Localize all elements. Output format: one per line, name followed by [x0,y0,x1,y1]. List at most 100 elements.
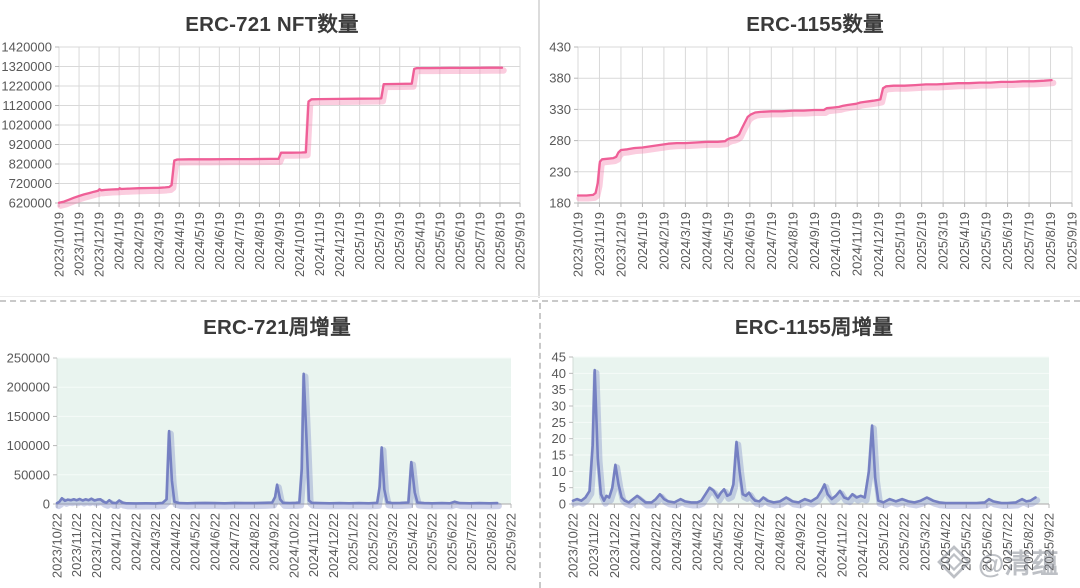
x-tick-label: 2025/7/22 [1000,513,1015,571]
x-tick-label: 2025/3/19 [392,212,407,270]
x-tick-label: 2024/7/22 [752,513,767,571]
x-tick-label: 2024/4/19 [699,212,714,270]
series-line [576,78,1053,197]
x-tick-label: 2024/1/22 [109,513,124,571]
x-tick-label: 2024/5/22 [188,513,203,571]
y-tick-label: 920000 [9,137,52,152]
x-tick-label: 2024/7/19 [764,212,779,270]
x-tick-label: 2025/9/19 [513,212,528,270]
x-tick-label: 2025/2/19 [372,212,387,270]
x-tick-label: 2023/11/22 [586,513,601,577]
y-tick-label: 30 [552,399,566,414]
x-tick-label: 2025/9/22 [504,513,519,571]
x-tick-label: 2025/2/22 [365,513,380,571]
x-tick-label: 2023/10/22 [566,513,581,578]
x-tick-label: 2025/3/22 [917,513,932,571]
x-tick-label: 2025/4/19 [412,212,427,270]
x-tick-label: 2025/8/22 [484,513,499,571]
chart-title-erc1155-total: ERC-1155数量 [746,13,884,36]
y-tick-label: 15 [552,448,566,463]
y-tick-label: 1320000 [1,59,52,74]
x-tick-label: 2024/11/19 [850,212,865,276]
chart-erc721_total: 620000 720000 820000 920000 1020000 1120000 12… [1,40,527,278]
x-tick-label: 2024/9/19 [807,212,822,270]
x-tick-label: 2024/12/19 [871,212,886,277]
x-tick-label: 2024/2/19 [656,212,671,270]
chart-title-erc1155-weekly: ERC-1155周增量 [734,316,894,339]
x-tick-label: 2025/3/19 [936,212,951,270]
x-tick-label: 2025/9/19 [1065,212,1080,270]
y-tick-label: 180 [549,196,571,211]
x-tick-label: 2025/6/19 [452,212,467,270]
x-tick-label: 2024/10/22 [814,513,829,578]
y-tick-label: 25 [552,415,566,430]
x-tick-label: 2025/6/22 [444,513,459,571]
x-tick-label: 2023/12/22 [607,513,622,578]
y-tick-label: 1420000 [1,40,52,55]
x-tick-label: 2025/5/22 [425,513,440,571]
x-tick-label: 2024/5/19 [192,212,207,270]
x-tick-label: 2024/10/22 [286,513,301,578]
x-tick-label: 2024/4/22 [168,513,183,571]
x-tick-label: 2023/11/19 [592,212,607,276]
x-tick-label: 2025/2/22 [897,513,912,571]
x-tick-label: 2023/10/19 [571,212,586,277]
plot-area [578,47,1072,203]
x-tick-label: 2024/10/19 [292,212,307,277]
x-tick-label: 2025/2/19 [914,212,929,270]
y-tick-label: 5 [559,480,566,495]
x-tick-label: 2025/6/19 [1000,212,1015,270]
x-tick-label: 2025/8/19 [1043,212,1058,270]
x-tick-label: 2024/3/19 [152,212,167,270]
x-tick-label: 2024/3/19 [678,212,693,270]
x-tick-label: 2024/9/22 [267,513,282,571]
x-tick-label: 2024/4/22 [690,513,705,571]
x-tick-label: 2025/1/19 [893,212,908,270]
y-tick-label: 0 [559,497,566,512]
y-tick-label: 1220000 [1,79,52,94]
x-tick-label: 2024/9/22 [793,513,808,571]
x-tick-label: 2024/2/22 [128,513,143,571]
x-tick-label: 2024/7/22 [227,513,242,571]
x-tick-label: 2024/1/19 [112,212,127,270]
x-tick-label: 2025/4/22 [938,513,953,571]
divider-horizontal-dashed [0,300,1080,302]
divider-vertical-bottom [539,303,541,588]
divider-horizontal-hairline [0,296,1080,297]
x-tick-label: 2024/12/19 [332,212,347,277]
x-tick-label: 2025/1/22 [346,513,361,571]
x-tick-label: 2024/8/19 [252,212,267,270]
x-tick-label: 2024/3/22 [148,513,163,571]
x-tick-label: 2025/7/19 [1022,212,1037,270]
y-tick-label: 0 [43,497,50,512]
chart-erc1155_total: 180 230 280 330 380 430 2023/10/19 2023/11/19 20… [549,40,1079,278]
x-tick-label: 2025/8/22 [1021,513,1036,571]
x-tick-label: 2024/2/22 [648,513,663,571]
y-tick-label: 720000 [9,176,52,191]
y-tick-label: 330 [549,102,571,117]
x-tick-label: 2025/4/22 [405,513,420,571]
divider-vertical-top [538,0,540,298]
x-tick-label: 2024/8/19 [785,212,800,270]
x-tick-label: 2025/1/19 [352,212,367,270]
x-tick-label: 2023/11/22 [69,513,84,577]
x-tick-label: 2024/12/22 [326,513,341,578]
x-tick-label: 2025/6/22 [979,513,994,571]
x-tick-label: 2024/4/19 [172,212,187,270]
x-tick-label: 2025/9/22 [1042,513,1057,571]
x-tick-label: 2023/12/19 [613,212,628,277]
series-line [57,66,504,204]
series-line [571,368,1037,505]
y-tick-label: 820000 [9,157,52,172]
x-tick-label: 2023/10/19 [52,212,67,277]
series-line-glow [576,79,1057,202]
y-tick-label: 230 [549,164,571,179]
y-tick-label: 1120000 [2,98,52,113]
x-tick-label: 2025/3/22 [385,513,400,571]
y-tick-label: 40 [552,366,566,381]
y-tick-label: 50000 [14,467,50,482]
y-tick-label: 10 [552,464,566,479]
x-tick-label: 2023/12/19 [92,212,107,277]
